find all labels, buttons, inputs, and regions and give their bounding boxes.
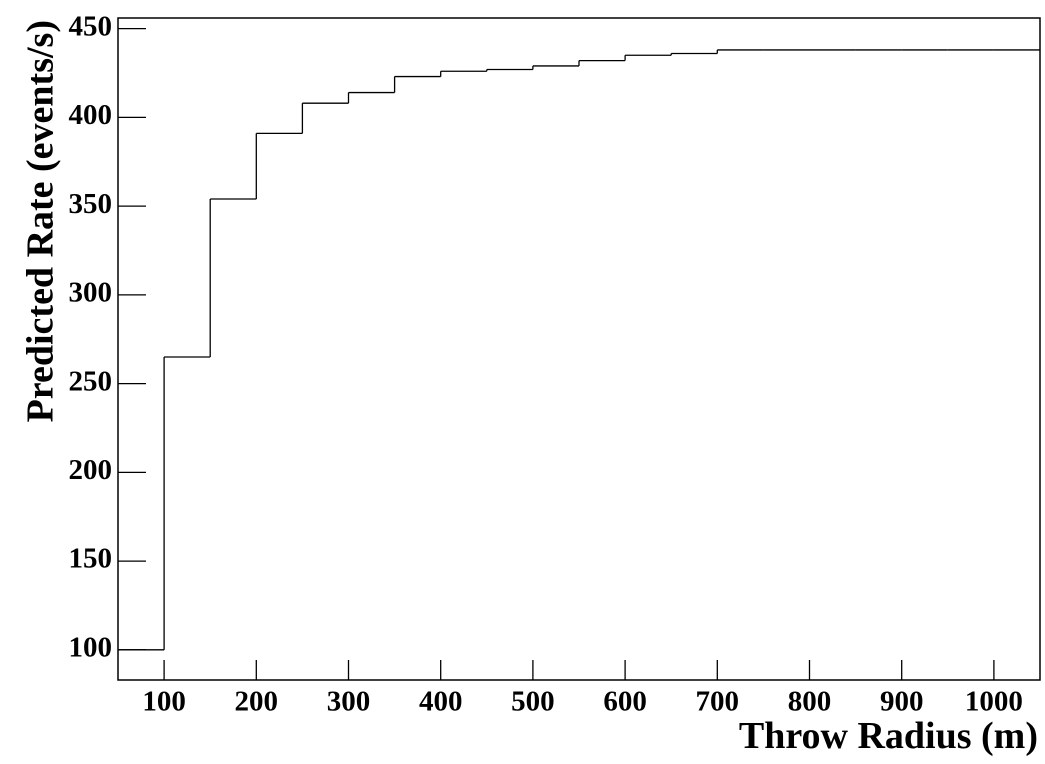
x-tick-label: 300 xyxy=(327,686,371,718)
y-tick-label: 300 xyxy=(69,277,113,309)
x-tick-label: 900 xyxy=(880,686,924,718)
y-axis-title: Predicted Rate (events/s) xyxy=(20,20,62,422)
y-tick-label: 450 xyxy=(69,10,113,42)
plot-frame xyxy=(117,17,1041,681)
x-tick-label: 800 xyxy=(788,686,832,718)
y-tick-label: 350 xyxy=(69,188,113,220)
x-tick-label: 100 xyxy=(142,686,186,718)
y-tick-label: 200 xyxy=(69,454,113,486)
y-tick-label: 400 xyxy=(69,99,113,131)
x-tick-label: 400 xyxy=(419,686,463,718)
y-tick-label: 150 xyxy=(69,543,113,575)
x-tick-label: 600 xyxy=(603,686,647,718)
y-tick-label: 100 xyxy=(69,631,113,663)
x-tick-label: 200 xyxy=(235,686,279,718)
x-tick-label: 1000 xyxy=(965,686,1023,718)
x-axis-title: Throw Radius (m) xyxy=(739,715,1038,757)
x-tick-label: 700 xyxy=(696,686,740,718)
y-tick-label: 250 xyxy=(69,365,113,397)
x-tick-label: 500 xyxy=(511,686,555,718)
